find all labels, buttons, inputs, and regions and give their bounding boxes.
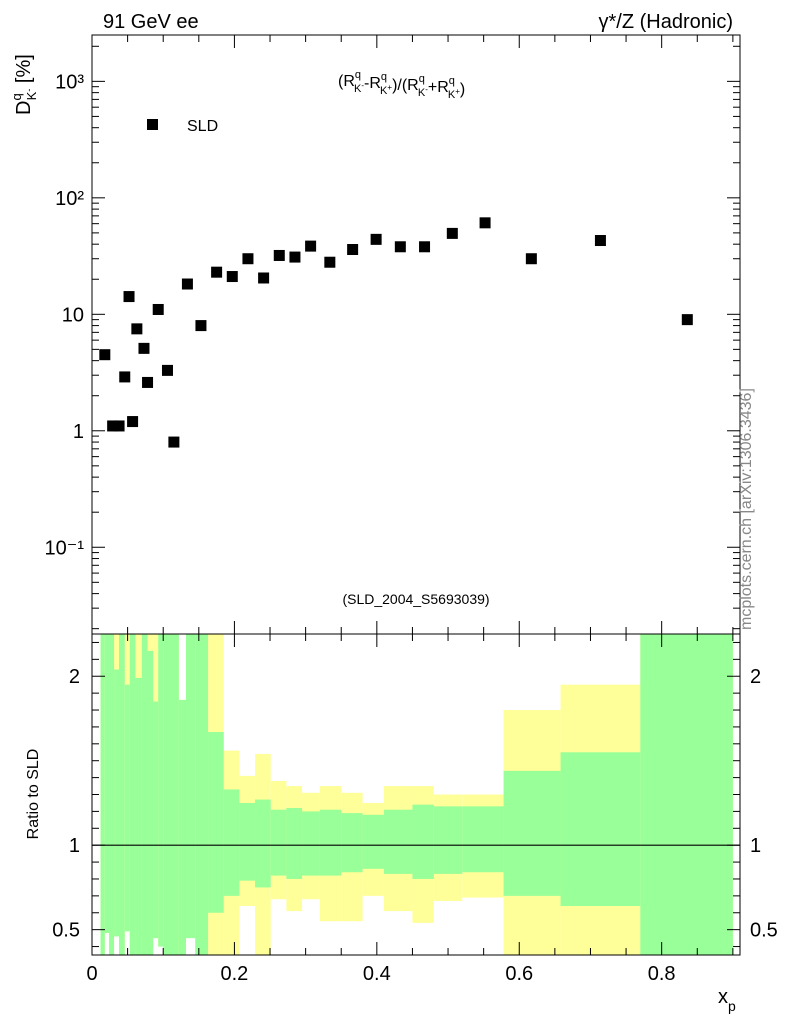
inner-band-bin [433,806,463,874]
y-tick-label-main: 1 [73,421,84,443]
data-point [370,233,382,245]
data-point [419,241,431,253]
data-point [242,253,254,265]
data-point [181,278,193,290]
data-point [305,240,317,252]
inner-band-bin [124,684,130,932]
inner-band-bin [119,634,125,955]
data-point [258,272,270,284]
data-point [142,376,154,388]
inner-band-bin [255,799,271,888]
y-tick-label-main: 10 [62,304,84,326]
y-axis-label-ratio: Ratio to SLD [25,749,42,840]
data-point [161,364,173,376]
x-tick-label: 0.2 [221,963,249,985]
inner-band-bin [223,789,240,896]
inner-band-bin [302,811,320,876]
inner-band-bin [163,634,179,955]
inner-band-bin [178,699,186,955]
inner-band-bin [239,802,256,881]
analysis-id-label: (SLD_2004_S5693039) [342,591,489,607]
inner-band-bin [147,650,154,955]
inner-band-bin [153,701,159,939]
y-axis-label-main: DqK- [%] [9,54,39,115]
data-point [127,416,139,428]
inner-band-bin [195,634,209,955]
data-point [273,249,285,261]
inner-band-bin [109,634,115,955]
header-left-label: 91 GeV ee [103,11,199,33]
y-tick-label-ratio-right: 0.5 [750,920,778,942]
y-tick-label-ratio-left: 2 [69,666,80,688]
data-point [394,241,406,253]
data-point [99,349,111,361]
inner-band-bin [319,809,342,876]
data-point [681,314,693,326]
inner-band-bin [104,634,110,934]
data-series-sld [99,217,693,448]
inner-band-bin [362,814,384,869]
inner-band-bin [141,634,148,955]
data-point [347,244,359,256]
inner-band-bin [341,813,363,873]
x-tick-label: 0.8 [648,963,676,985]
inner-band-bin [462,806,504,873]
header-right-label: γ*/Z (Hadronic) [599,11,733,33]
inner-band-bin [270,809,287,876]
inner-band-bin [158,634,164,947]
inner-band-bin [129,634,136,955]
y-tick-label-ratio-left: 1 [69,835,80,857]
data-point [123,291,135,303]
data-point [119,371,131,383]
data-point [107,420,119,432]
y-tick-label-main: 10⁻¹ [45,537,85,559]
x-tick-label: 0.4 [363,963,391,985]
data-point [479,217,491,229]
y-tick-label-ratio-right: 1 [750,835,761,857]
data-point [525,253,537,265]
data-point [195,320,207,332]
inner-band-bin [114,669,120,937]
inner-uncertainty-band [100,634,733,955]
x-tick-label: 0.6 [505,963,533,985]
data-point [226,271,238,283]
y-tick-label-main: 10³ [55,71,84,93]
data-point [289,251,301,263]
data-point [324,256,336,268]
data-point [131,323,143,335]
data-point [138,342,150,354]
x-tick-label: 0 [86,963,97,985]
legend-label: SLD [187,118,218,135]
data-point [152,303,164,315]
y-tick-label-ratio-right: 2 [750,666,761,688]
data-point [211,266,223,278]
legend-marker [147,119,158,130]
inner-band-bin [383,809,413,874]
data-point [446,227,458,239]
inner-band-bin [208,731,224,913]
inner-band-bin [185,634,196,939]
annotation-formula: (Rq K--Rq K+)/(Rq K-+Rq K+) [338,69,465,101]
inner-band-bin [503,770,561,896]
inner-band-bin [560,752,641,907]
y-tick-label-main: 10² [55,188,84,210]
data-point [113,420,125,432]
data-point [594,235,606,247]
inner-band-bin [286,808,303,879]
x-axis-label: xp [718,986,736,1014]
watermark-label: mcplots.cern.ch [arXiv:1306.3436] [738,388,755,630]
inner-band-bin [640,634,733,955]
y-tick-label-ratio-left: 0.5 [52,920,80,942]
data-point [168,436,180,448]
inner-band-bin [135,677,142,955]
inner-band-bin [100,634,105,955]
inner-band-bin [412,804,434,879]
